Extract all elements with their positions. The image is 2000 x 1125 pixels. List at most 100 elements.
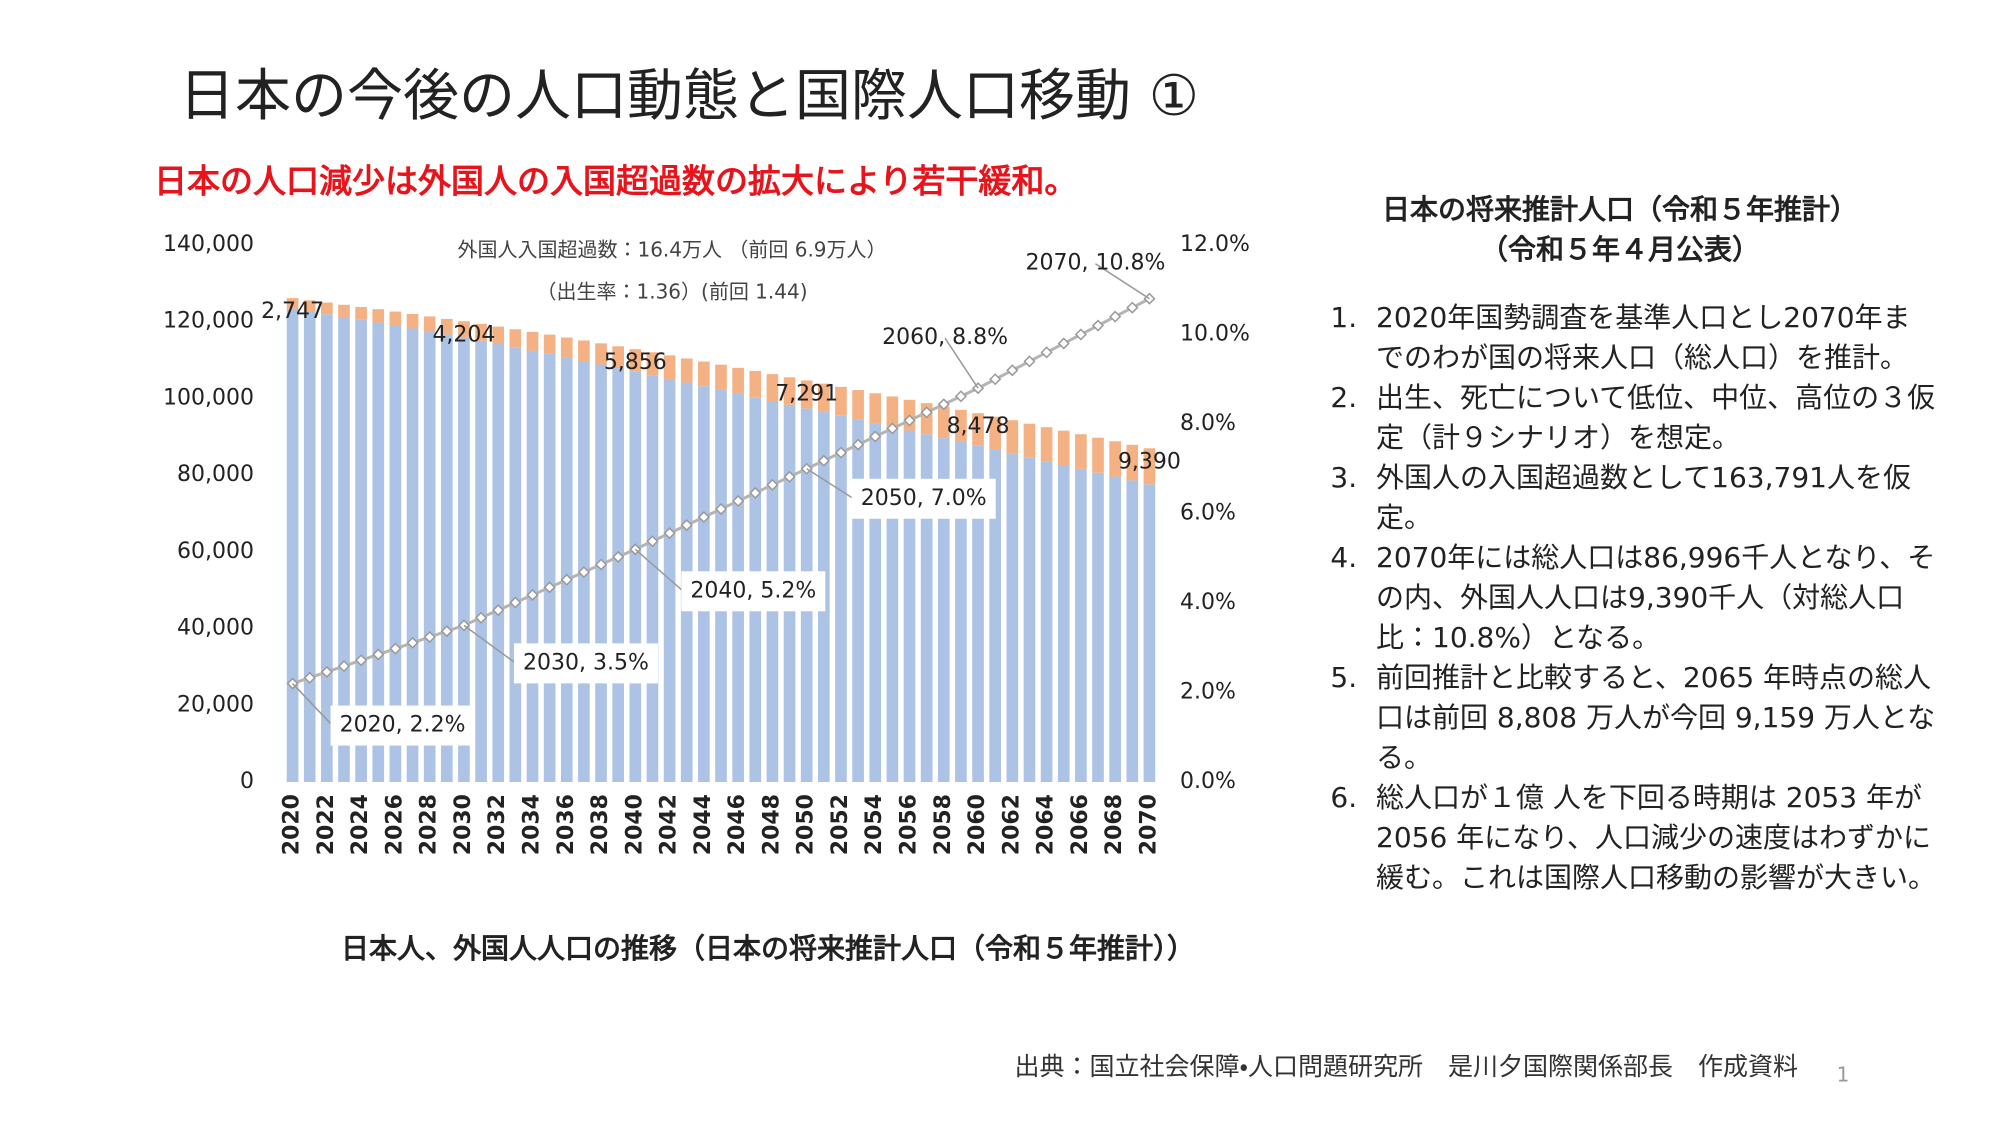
x-tick-label: 2042 (657, 794, 682, 855)
bar (629, 371, 642, 782)
bar (1057, 464, 1070, 782)
bar (1126, 480, 1139, 782)
line-marker (1074, 328, 1087, 341)
bar (989, 416, 1002, 450)
line-marker (697, 511, 710, 524)
line-marker (423, 630, 436, 644)
line-marker (594, 558, 608, 571)
bar (578, 340, 590, 361)
panel-item: 出生、死亡について低位、中位、高位の３仮定（計９シナリオ）を想定。 (1366, 378, 1936, 458)
leader-line (292, 683, 334, 727)
bar (423, 316, 436, 332)
bar (920, 403, 933, 435)
bar (492, 326, 505, 344)
leader-line (944, 337, 979, 389)
data-label: 2040, 5.2% (690, 578, 816, 603)
bar (1109, 476, 1121, 782)
bar (389, 325, 402, 782)
bar (338, 316, 350, 782)
label-box (851, 478, 996, 519)
bar (920, 434, 933, 782)
bar (440, 334, 453, 782)
bar (783, 377, 796, 405)
bar (372, 309, 385, 323)
leader-line (806, 468, 855, 500)
bar (509, 329, 522, 348)
bar (1143, 448, 1156, 485)
bar (629, 349, 642, 372)
bar (886, 426, 899, 782)
bar (286, 308, 299, 782)
data-label: 2050, 7.0% (861, 486, 987, 511)
line-marker (852, 438, 865, 451)
x-tick-label: 2056 (897, 794, 922, 855)
line-marker (714, 502, 728, 516)
panel-item: 2020年国勢調査を基準人口とし2070年までのわが国の将来人口（総人口）を推計… (1366, 298, 1936, 378)
line-marker (783, 470, 796, 483)
annotation: （出生率：1.36）(前回 1.44) (536, 280, 807, 304)
bar (886, 396, 899, 427)
y-tick-label: 80,000 (177, 462, 254, 487)
data-label: 4,204 (432, 322, 495, 347)
x-tick-label: 2038 (588, 794, 613, 855)
x-tick-label: 2022 (314, 794, 339, 855)
x-tick-label: 2030 (451, 794, 476, 855)
line-marker (817, 454, 830, 467)
line-marker (320, 665, 333, 678)
bar (835, 386, 847, 416)
bar (972, 445, 984, 782)
bar (526, 350, 539, 782)
leader-line (463, 624, 517, 664)
y-tick-label: 140,000 (163, 232, 254, 257)
line-marker (475, 611, 488, 624)
bar (440, 318, 453, 335)
bar (612, 368, 625, 782)
data-label: 8,478 (947, 414, 1010, 439)
panel-title-line: （令和５年４月公表） (1479, 233, 1760, 266)
x-tick-label: 2052 (828, 794, 853, 855)
bar (1109, 441, 1121, 477)
bar (937, 406, 950, 439)
line-marker (372, 648, 385, 661)
label-box (681, 571, 826, 612)
x-tick-label: 2054 (862, 794, 887, 855)
bar (1023, 423, 1036, 458)
label-box (513, 643, 658, 684)
bar (406, 314, 419, 329)
bar (972, 413, 984, 446)
bar (321, 314, 333, 782)
x-tick-label: 2024 (348, 794, 373, 855)
line-marker (954, 390, 967, 403)
bar (389, 311, 402, 326)
y-tick-label: 20,000 (177, 692, 254, 717)
bar (560, 337, 573, 358)
y2-tick-label: 10.0% (1180, 322, 1250, 347)
bar (458, 321, 470, 338)
x-tick-label: 2034 (519, 794, 544, 855)
y2-tick-label: 6.0% (1180, 501, 1236, 526)
line-marker (903, 414, 916, 427)
line-marker (1057, 337, 1070, 350)
line-marker (560, 573, 573, 586)
bar (595, 364, 607, 782)
bar (355, 319, 367, 782)
line-marker (337, 660, 351, 673)
x-tick-label: 2046 (725, 794, 750, 855)
x-tick-label: 2036 (554, 794, 579, 855)
line-marker (1091, 319, 1105, 332)
bar (663, 355, 676, 379)
line-marker (989, 373, 1002, 386)
line-marker (355, 654, 368, 667)
line-marker (612, 550, 625, 563)
panel-item: 前回推計と比較すると、2065 年時点の総人口は前回 8,808 万人が今回 9… (1366, 658, 1936, 778)
x-tick-label: 2040 (622, 794, 647, 855)
bar (937, 438, 950, 782)
annotation: 外国人入国超過数：16.4万人 （前回 6.9万人） (457, 238, 886, 262)
panel-item: 2070年には総人口は86,996千人となり、その内、外国人人口は9,390千人… (1366, 538, 1936, 658)
x-tick-label: 2026 (382, 794, 407, 855)
y2-tick-label: 2.0% (1180, 680, 1236, 705)
y-tick-label: 100,000 (163, 385, 254, 410)
bar (852, 419, 864, 782)
bar (989, 449, 1002, 782)
